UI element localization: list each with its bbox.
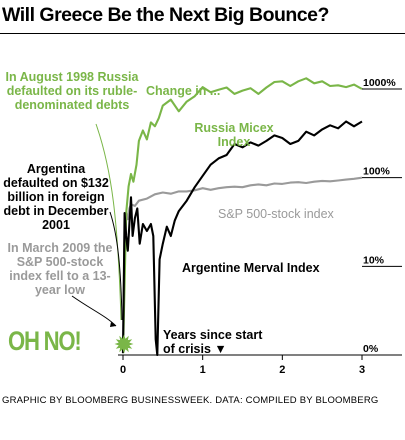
y-tick-label: 0% [363, 343, 379, 355]
chart-title: Will Greece Be the Next Big Bounce? [2, 4, 329, 26]
source-credit: GRAPHIC BY BLOOMBERG BUSINESSWEEK. DATA:… [2, 395, 379, 406]
x-tick-label: 2 [279, 364, 285, 376]
series-line-argentine-merval-index [121, 120, 363, 357]
burst-icon [114, 334, 134, 354]
oh-no-callout: OH NO! [8, 326, 82, 356]
annotation-russia-default: In August 1998 Russia defaulted on its r… [5, 70, 139, 112]
leader-line-sp500 [71, 295, 117, 327]
series-label-merval: Argentine Merval Index [182, 261, 320, 275]
leader-line-argentina [109, 211, 123, 321]
y-axis-label: Change in ... [146, 84, 221, 98]
annotation-argentina-default: Argentina defaulted on $132 billion in f… [3, 162, 109, 232]
x-tick-label: 0 [120, 364, 126, 376]
series-label-sp500: S&P 500-stock index [218, 207, 334, 221]
series-line-russia-micex-index [121, 77, 363, 354]
x-axis-label: Years since start of crisis ▼ [163, 328, 263, 356]
annotation-sp500-low: In March 2009 the S&P 500-stock index fe… [7, 241, 113, 297]
y-tick-label: 10% [363, 254, 385, 266]
y-tick-label: 1000% [363, 77, 396, 89]
x-tick-label: 1 [200, 364, 206, 376]
y-tick-label: 100% [363, 166, 391, 178]
axis-layer: 0% 10% 100% 1000% 0 1 2 3 [118, 77, 402, 376]
series-layer [121, 77, 363, 357]
x-tick-label: 3 [359, 364, 365, 376]
series-label-micex: Russia Micex Index [194, 121, 274, 149]
decoration-layer [71, 123, 134, 354]
arrowhead-icon [110, 322, 116, 327]
series-line-s-p-500-stock-index [121, 176, 363, 354]
leader-line-russia [95, 123, 122, 321]
title-divider [0, 33, 405, 34]
